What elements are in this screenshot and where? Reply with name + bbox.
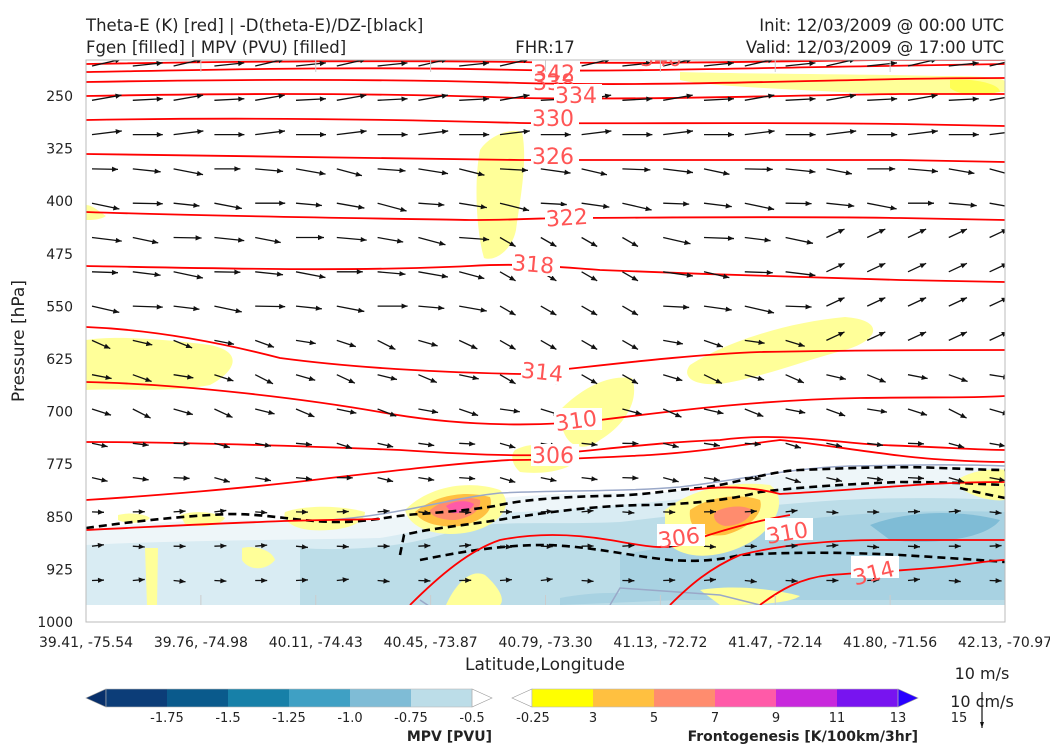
y-tick-label: 1000 xyxy=(37,615,73,631)
contour-label-314: 314 xyxy=(520,359,564,388)
contour-label-318: 318 xyxy=(511,251,555,280)
ground-strip xyxy=(86,605,1005,622)
contour-label-322: 322 xyxy=(545,205,589,233)
colorbar-swatch xyxy=(228,689,290,707)
x-axis-ticks: 39.41, -75.54 39.76, -74.98 40.11, -74.43 4… xyxy=(39,635,1050,651)
y-tick-label: 250 xyxy=(46,89,73,105)
fgen-colorbar-label: Frontogenesis [K/100km/3hr] xyxy=(688,729,918,745)
contour-label-334: 334 xyxy=(555,84,597,109)
x-tick-label: 41.80, -71.56 xyxy=(843,635,937,651)
colorbar-extend-left xyxy=(512,689,532,707)
y-tick-label: 325 xyxy=(46,142,73,158)
x-tick-label: 41.47, -72.14 xyxy=(728,635,822,651)
y-tick-label: 550 xyxy=(46,299,73,315)
colorbar-swatch xyxy=(289,689,351,707)
colorbar-swatch xyxy=(411,689,473,707)
colorbar-tick-label: -0.5 xyxy=(459,711,484,726)
colorbar-tick-label: -0.75 xyxy=(394,711,428,726)
colorbar-swatch xyxy=(532,689,594,707)
colorbar-extend-right xyxy=(898,689,918,707)
mpv-colorbar-label: MPV [PVU] xyxy=(407,729,492,745)
colorbar-swatch xyxy=(106,689,168,707)
colorbar-tick-label: 13 xyxy=(890,711,907,726)
contour-label-330: 330 xyxy=(532,107,574,132)
contour-label-326: 326 xyxy=(532,145,574,170)
title-left-line2: Fgen [filled] | MPV (PVU) [filled] xyxy=(86,38,346,57)
colorbar-tick-label: 15 xyxy=(951,711,968,726)
colorbar-extend-left xyxy=(86,689,106,707)
title-center: FHR:17 xyxy=(515,38,574,57)
y-tick-label: 850 xyxy=(46,510,73,526)
colorbar-tick-label: -1.25 xyxy=(272,711,306,726)
title-right-line2: Valid: 12/03/2009 @ 17:00 UTC xyxy=(746,38,1004,57)
colorbar-swatch xyxy=(350,689,412,707)
title-right-line1: Init: 12/03/2009 @ 00:00 UTC xyxy=(759,16,1004,35)
wind-arrow-head xyxy=(1012,58,1018,63)
x-tick-label: 40.79, -73.30 xyxy=(498,635,592,651)
contour-label-306-upper: 306 xyxy=(532,444,574,469)
colorbar-tick-label: -1.0 xyxy=(337,711,362,726)
y-tick-label: 700 xyxy=(46,405,73,421)
wind-arrow-head xyxy=(1003,374,1009,379)
colorbar-extend-right xyxy=(472,689,492,707)
colorbar-tick-label: 7 xyxy=(711,711,719,726)
fgen-colorbar: 3 5 7 9 11 13 15 xyxy=(512,689,967,726)
colorbar-swatch xyxy=(776,689,838,707)
colorbar-tick-label: 5 xyxy=(650,711,658,726)
colorbar-swatch xyxy=(593,689,655,707)
x-tick-label: 40.45, -73.87 xyxy=(384,635,478,651)
y-tick-label: 400 xyxy=(46,194,73,210)
colorbar-swatch xyxy=(654,689,716,707)
y-tick-label: 625 xyxy=(46,352,73,368)
x-tick-label: 39.76, -74.98 xyxy=(154,635,248,651)
wind-arrow-head xyxy=(1013,94,1019,99)
colorbar-tick-label: 3 xyxy=(589,711,597,726)
wind-arrow-head xyxy=(1013,129,1019,134)
wind-arrow-head xyxy=(1013,205,1019,210)
y-tick-label: 925 xyxy=(46,562,73,578)
y-axis-ticks: 250 325 400 475 550 625 700 775 850 925 1000 xyxy=(37,89,73,631)
colorbar-tick-label: 9 xyxy=(772,711,780,726)
colorbar-swatch xyxy=(715,689,777,707)
x-axis-label: Latitude,Longitude xyxy=(465,655,625,675)
y-axis-label: Pressure [hPa] xyxy=(9,280,29,402)
x-tick-label: 40.11, -74.43 xyxy=(269,635,363,651)
x-tick-label: 42.13, -70.97 xyxy=(958,635,1050,651)
y-tick-label: 775 xyxy=(46,457,73,473)
colorbar-tick-label: -1.75 xyxy=(150,711,184,726)
wind-arrow-head xyxy=(1010,172,1016,177)
x-tick-label: 39.41, -75.54 xyxy=(39,635,133,651)
colorbar-tick-label: 11 xyxy=(829,711,846,726)
title-left-line1: Theta-E (K) [red] | -D(theta-E)/DZ-[blac… xyxy=(85,16,423,35)
mpv-colorbar: -1.75 -1.5 -1.25 -1.0 -0.75 -0.5 -0.25 xyxy=(86,689,550,726)
plot-area: 342 338 334 330 326 322 318 314 310 306 … xyxy=(86,47,1019,622)
colorbar-swatch xyxy=(167,689,229,707)
colorbar-tick-label: -0.25 xyxy=(516,711,550,726)
y-tick-label: 475 xyxy=(46,247,73,263)
wind-key-speed: 10 m/s xyxy=(955,664,1010,683)
colorbar-swatch xyxy=(837,689,899,707)
colorbar-tick-label: -1.5 xyxy=(215,711,240,726)
x-tick-label: 41.13, -72.72 xyxy=(613,635,707,651)
